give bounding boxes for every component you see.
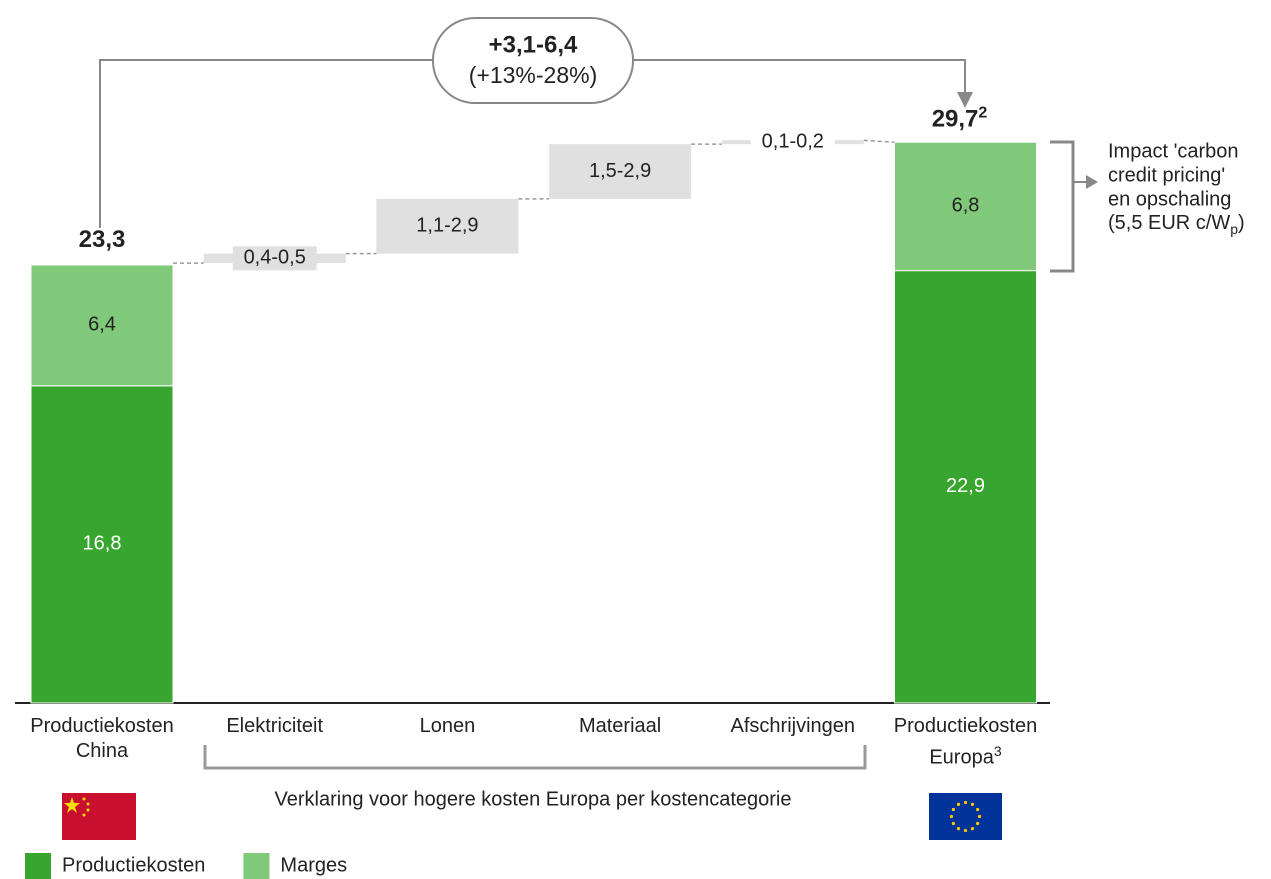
flag-star xyxy=(949,814,954,819)
connector-line xyxy=(633,59,966,94)
bar-segment xyxy=(894,141,1037,272)
category-text: Productiekosten Europa xyxy=(893,715,1038,769)
flag-star xyxy=(970,802,975,806)
flag-star xyxy=(86,802,90,806)
flag-star xyxy=(963,828,968,833)
category-label: Productiekosten Europa3 xyxy=(881,714,1051,771)
value-label: 16,8 xyxy=(83,533,122,555)
category-label: Lonen xyxy=(362,714,532,739)
category-label: Materiaal xyxy=(535,714,705,739)
connector-line xyxy=(99,59,433,228)
annotation-line: en opschaling xyxy=(1108,188,1231,210)
category-label: Elektriciteit xyxy=(190,714,360,739)
value-label: 6,4 xyxy=(88,314,116,336)
category-label: Productiekosten China xyxy=(17,714,187,764)
total-label: 29,72 xyxy=(932,104,988,132)
bracket-label: Verklaring voor hogere kosten Europa per… xyxy=(275,788,792,810)
difference-range: +3,1-6,4 xyxy=(489,31,578,58)
flag-star xyxy=(86,808,90,812)
range-label: 0,1-0,2 xyxy=(762,131,824,153)
bar-segment xyxy=(30,385,174,704)
bracket xyxy=(1050,140,1075,273)
range-bar xyxy=(549,144,692,199)
bar-segment xyxy=(894,270,1037,704)
flag-china xyxy=(62,793,136,840)
flag-star xyxy=(970,827,975,831)
range-bar xyxy=(376,198,519,254)
range-label: 1,1-2,9 xyxy=(416,215,478,237)
category-text: Lonen xyxy=(419,715,476,737)
annotation-text: ) xyxy=(1238,212,1245,234)
category-text: Afschrijvingen xyxy=(730,715,856,737)
range-label: 1,5-2,9 xyxy=(589,160,651,182)
value-label: 6,8 xyxy=(952,195,980,217)
annotation-line: (5,5 EUR c/Wp) xyxy=(1108,212,1245,236)
dashed-connector xyxy=(863,139,895,144)
annotation-text: (5,5 EUR c/W xyxy=(1108,212,1230,234)
difference-bubble xyxy=(432,17,634,104)
legend-swatch xyxy=(25,853,51,879)
bracket xyxy=(203,745,867,770)
label-background xyxy=(232,246,317,271)
legend-label: Productiekosten xyxy=(62,854,205,876)
flag-stars xyxy=(949,800,982,833)
annotation-line: Impact 'carbon xyxy=(1108,140,1239,162)
flag-star xyxy=(956,802,961,806)
footnote: 3 xyxy=(993,743,1002,759)
flag-star xyxy=(976,807,980,812)
flag-star xyxy=(956,827,961,831)
category-text: Productiekosten China xyxy=(30,715,174,762)
flag-star xyxy=(977,814,982,819)
legend-label: Marges xyxy=(280,854,347,876)
flag-eu xyxy=(929,793,1002,840)
total-value: 29,7 xyxy=(932,106,979,133)
footnote: 2 xyxy=(978,104,987,121)
range-label: 0,4-0,5 xyxy=(244,247,306,269)
category-text: Materiaal xyxy=(578,715,662,737)
flag-star xyxy=(951,821,955,826)
difference-percent: (+13%-28%) xyxy=(469,62,597,88)
flag-star xyxy=(963,800,968,805)
flag-star xyxy=(82,797,86,801)
flag-star xyxy=(82,813,86,817)
arrow-head xyxy=(957,92,973,108)
flag-star xyxy=(976,821,980,826)
total-value: 23,3 xyxy=(79,226,126,253)
arrow-head xyxy=(1086,175,1098,189)
total-label: 23,3 xyxy=(79,226,126,253)
annotation-line: credit pricing' xyxy=(1108,164,1225,186)
category-text: Elektriciteit xyxy=(226,715,324,737)
bar-segment xyxy=(30,264,174,387)
category-label: Afschrijvingen xyxy=(708,714,878,739)
value-label: 22,9 xyxy=(946,475,985,497)
flag-star xyxy=(64,797,80,813)
flag-star xyxy=(951,807,955,812)
legend-swatch xyxy=(243,853,270,879)
subscript: p xyxy=(1230,221,1238,237)
label-background xyxy=(750,130,835,155)
